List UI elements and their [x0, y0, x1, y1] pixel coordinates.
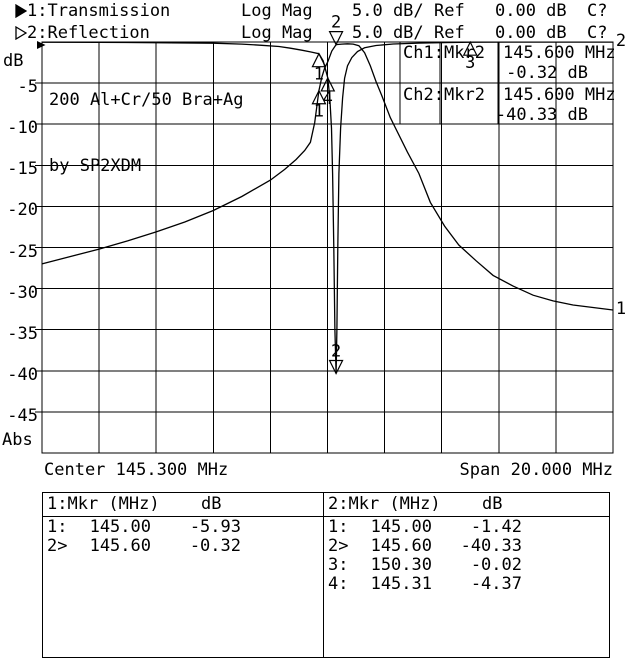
y-axis-unit-label: dB — [3, 51, 24, 71]
header-ref-value: 0.00 dB — [495, 1, 567, 21]
marker-2-label: 2 — [331, 13, 341, 33]
marker-4-triangle-icon — [320, 76, 336, 92]
header-trace: 2:Reflection — [27, 23, 150, 43]
readout-box-lines — [399, 42, 499, 125]
marker-freq-cell: 145.00 — [89, 517, 151, 537]
marker-n-cell: 2> — [47, 536, 68, 556]
marker-1-triangle-icon — [311, 52, 327, 68]
marker-n-cell: 4: — [328, 574, 349, 594]
marker-table-header: 2:Mkr (MHz) dB — [324, 493, 609, 517]
plot-annotation: 200 Al+Cr/50 Bra+Ag by SP2XDM — [49, 45, 243, 221]
marker-n-cell: 1: — [47, 517, 68, 537]
marker-table-row: 1: 145.00 -1.42 — [324, 518, 609, 537]
header-row-trace1: 1:Transmission Log Mag 5.0 dB/Ref 0.00 dB C? — [0, 1, 640, 21]
marker-n-cell: 3: — [328, 555, 349, 575]
marker-1-label: 1 — [314, 65, 324, 85]
measurement-plot: 1 2 1 2 1 2 3 4 — [35, 13, 626, 454]
center-frequency-label: Center 145.300 MHz — [44, 460, 229, 480]
marker-table-row: 2> 145.60 -0.32 — [43, 537, 323, 556]
readout-marker-name: Mkr2 — [444, 43, 485, 63]
trace-transmission — [41, 43, 614, 311]
trace-hollow-arrow-icon — [15, 26, 27, 40]
marker-table-row: 4: 145.31 -4.37 — [324, 575, 609, 594]
marker-table-row: 1: 145.00 -5.93 — [43, 518, 323, 537]
header-ref-value: 0.00 dB — [495, 23, 567, 43]
marker-table-title: 1:Mkr (MHz) — [47, 494, 160, 514]
marker-1-triangle-icon — [311, 89, 327, 105]
y-tick-label: -5 — [17, 77, 38, 97]
marker-4-label: 4 — [323, 89, 333, 109]
y-tick-label: -30 — [7, 283, 38, 303]
marker-db-cell: -40.33 — [460, 536, 522, 556]
y-tick-label: -45 — [7, 406, 38, 426]
marker-db-cell: -1.42 — [470, 517, 522, 537]
marker-n-cell: 1: — [328, 517, 349, 537]
y-tick-label: -15 — [7, 159, 38, 179]
marker-freq-cell: 145.60 — [89, 536, 151, 556]
marker-2-triangle-icon — [328, 359, 344, 375]
marker-table-db-header: dB — [482, 494, 503, 514]
y-tick-label: -35 — [7, 324, 38, 344]
marker-table-header: 1:Mkr (MHz) dB — [43, 493, 323, 517]
marker-3-label: 3 — [465, 53, 475, 73]
annotation-line1: 200 Al+Cr/50 Bra+Ag — [49, 90, 244, 110]
marker-2-label: 2 — [331, 342, 341, 362]
readout-channel: Ch2: — [403, 85, 444, 105]
marker-freq-cell: 150.30 — [370, 555, 432, 575]
readout-channel: Ch1: — [403, 43, 444, 63]
readout-marker-name: Mkr2 — [444, 85, 485, 105]
y-tick-label: -25 — [7, 242, 38, 262]
y-tick-label: -40 — [7, 365, 38, 385]
header-cal: C? — [587, 23, 608, 43]
marker-table-ch1: 1:Mkr (MHz) dB 1: 145.00 -5.93 2> 145.60 -0.32 — [43, 493, 323, 657]
marker-2-triangle-icon — [328, 31, 344, 46]
marker-table-row: 3: 150.30 -0.02 — [324, 556, 609, 575]
marker-table-title: 2:Mkr (MHz) — [328, 494, 441, 514]
marker-db-cell: -0.02 — [470, 555, 522, 575]
header-ref-label: Ref — [434, 23, 465, 43]
marker-freq-cell: 145.31 — [370, 574, 432, 594]
marker-table-db-header: dB — [201, 494, 222, 514]
header-scale: 5.0 dB/ — [352, 23, 424, 43]
header-scale: 5.0 dB/ — [352, 1, 424, 21]
readout-value: -0.32 dB — [506, 63, 588, 83]
active-trace-filled-arrow-icon — [15, 4, 27, 18]
marker-table-box: 1:Mkr (MHz) dB 1: 145.00 -5.93 2> 145.60 -0.32 … — [42, 492, 610, 658]
header-cal: C? — [587, 1, 608, 21]
marker-table-ch2: 2:Mkr (MHz) dB 1: 145.00 -1.42 2> 145.60 -40.33… — [323, 493, 609, 657]
marker-3-triangle-icon — [462, 40, 478, 56]
annotation-line2: by SP2XDM — [49, 156, 142, 176]
header-row-trace2: 2:Reflection Log Mag 5.0 dB/Ref 0.00 dB C? — [0, 23, 640, 43]
marker-table-row: 2> 145.60 -40.33 — [324, 537, 609, 556]
marker-n-cell: 2> — [328, 536, 349, 556]
marker-db-cell: -4.37 — [470, 574, 522, 594]
marker-db-cell: -5.93 — [189, 517, 241, 537]
span-label: Span 20.000 MHz — [459, 460, 613, 480]
header-trace: 1:Transmission — [27, 1, 171, 21]
readout-value: -40.33 dB — [495, 105, 588, 125]
y-tick-label: -20 — [7, 200, 38, 220]
trace-end-label: 2 — [616, 31, 626, 51]
header-ref-label: Ref — [434, 1, 465, 21]
marker-freq-cell: 145.00 — [370, 517, 432, 537]
y-axis-bottom-label: Abs — [2, 430, 33, 450]
marker-1-label: 1 — [314, 102, 324, 122]
trace-end-label: 1 — [616, 299, 626, 319]
marker-freq-cell: 145.60 — [370, 536, 432, 556]
sweep-start-arrow-icon — [37, 41, 46, 49]
marker-db-cell: -0.32 — [189, 536, 241, 556]
y-tick-label: -10 — [7, 118, 38, 138]
header-format: Log Mag — [241, 23, 313, 43]
header-format: Log Mag — [241, 1, 313, 21]
readout-frequency: 145.600 MHz — [503, 85, 616, 105]
readout-frequency: 145.600 MHz — [503, 43, 616, 63]
